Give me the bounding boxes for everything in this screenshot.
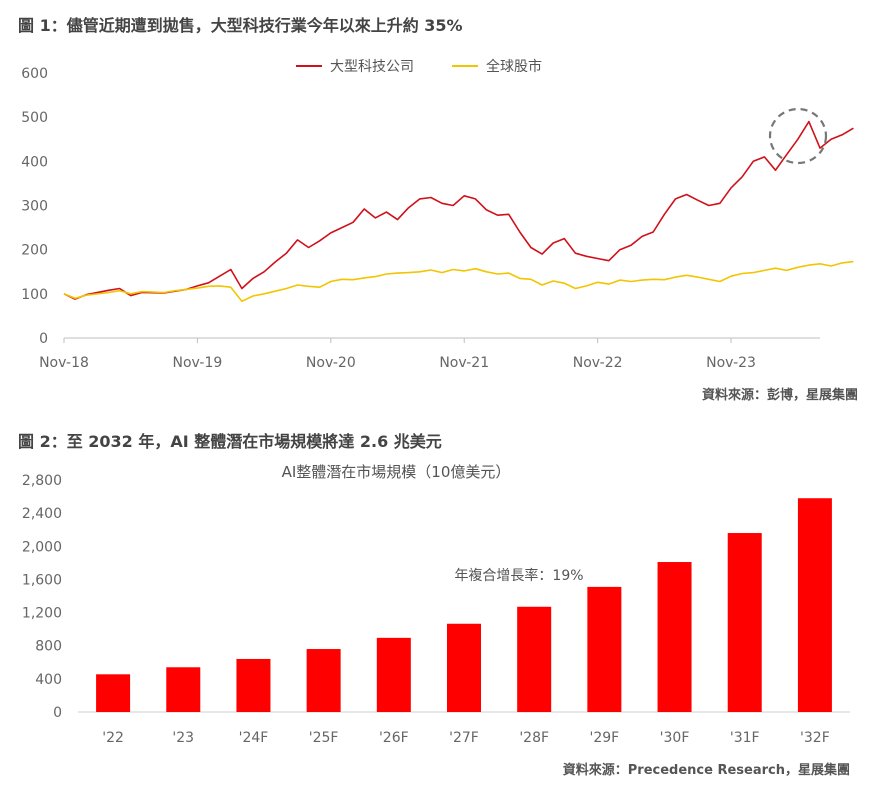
- x-tick-label: Nov-19: [172, 355, 222, 371]
- bar: [376, 637, 411, 712]
- x-tick-label: Nov-18: [39, 355, 89, 371]
- x-tick-label: Nov-21: [439, 355, 489, 371]
- bar: [96, 674, 131, 712]
- y-tick-label: 400: [21, 154, 48, 170]
- x-tick-label: '23: [172, 730, 194, 746]
- series-line-1: [63, 120, 854, 300]
- bar: [447, 623, 481, 712]
- y-tick-label: 2,800: [22, 473, 62, 489]
- y-tick-label: 600: [21, 66, 48, 82]
- x-tick-label: '29F: [590, 730, 620, 746]
- x-tick-label: '31F: [730, 730, 760, 746]
- line-chart: 0 100 200 300 400 500 600 Nov-18 Nov-19 Nov-20 Nov…: [21, 58, 854, 371]
- y-tick-label: 300: [21, 199, 48, 215]
- y-tick-label: 1,600: [22, 572, 62, 588]
- y-tick-label: 800: [35, 639, 62, 655]
- y-tick-label: 200: [21, 243, 48, 259]
- x-tick-label: '25F: [309, 730, 339, 746]
- bar: [517, 606, 552, 712]
- y-tick-label: 500: [21, 110, 48, 126]
- legend-label: 全球股市: [486, 58, 542, 75]
- bar: [166, 667, 201, 712]
- cagr-annotation: 年複合增長率：19%: [454, 567, 583, 584]
- legend-label: 大型科技公司: [330, 59, 414, 75]
- bar: [657, 562, 692, 712]
- x-tick-label: '27F: [449, 730, 479, 746]
- x-tick-label: Nov-23: [706, 355, 756, 371]
- y-tick-label: 400: [35, 672, 62, 688]
- y-tick-label: 100: [21, 287, 48, 303]
- bar: [236, 658, 271, 712]
- bar: [797, 498, 832, 712]
- figure2-title: 圖 2：至 2032 年，AI 整體潛在市場規模將達 2.6 兆美元: [18, 432, 442, 451]
- x-tick-label: '22: [102, 730, 124, 746]
- x-tick-label: '28F: [519, 730, 549, 746]
- x-tick-label: Nov-22: [573, 355, 623, 371]
- figure1-title: 圖 1：儘管近期遭到拋售，大型科技行業今年以來上升約 35%: [18, 16, 463, 35]
- x-tick-label: Nov-20: [306, 355, 356, 371]
- bar-chart: AI整體潛在市場規模（10億美元） 0 400 800 1,200 1,600 2,000 2…: [22, 463, 850, 746]
- bar: [306, 649, 341, 712]
- figure1-source: 資料來源：彭博，星展集團: [701, 388, 858, 403]
- y-tick-label: 2,000: [22, 539, 62, 555]
- y-tick-label: 2,400: [22, 506, 62, 522]
- y-tick-label: 0: [53, 705, 62, 721]
- x-tick-label: '30F: [660, 730, 690, 746]
- series-line-2: [63, 260, 854, 303]
- x-tick-label: '24F: [239, 730, 269, 746]
- figure2-source: 資料來源：Precedence Research，星展集團: [562, 763, 850, 778]
- y-tick-label: 0: [39, 331, 48, 347]
- bar: [727, 533, 762, 712]
- bar: [587, 586, 622, 712]
- x-tick-label: '26F: [379, 730, 409, 746]
- bar-chart-title: AI整體潛在市場規模（10億美元）: [282, 463, 511, 481]
- y-tick-label: 1,200: [22, 606, 62, 622]
- highlight-circle: [768, 107, 828, 165]
- x-tick-label: '32F: [800, 730, 830, 746]
